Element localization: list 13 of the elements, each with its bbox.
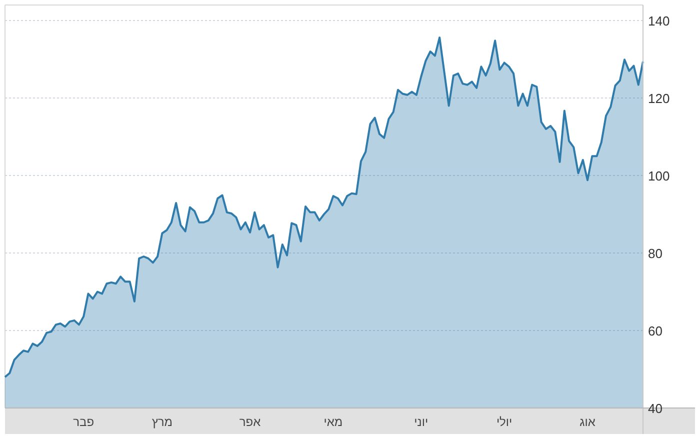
x-tick-label: אפר <box>239 415 262 429</box>
x-tick-label: מאי <box>324 415 343 429</box>
x-tick-label: מרץ <box>152 415 173 429</box>
y-tick-label: 120 <box>648 91 670 106</box>
y-tick-label: 40 <box>648 401 662 416</box>
y-tick-label: 80 <box>648 246 662 261</box>
y-tick-label: 100 <box>648 168 670 184</box>
y-tick-label: 140 <box>648 14 670 28</box>
x-tick-label: יוני <box>414 415 428 429</box>
x-tick-label: יולי <box>496 415 512 429</box>
y-tick-label: 60 <box>648 324 662 338</box>
x-tick-label: אוג <box>580 415 596 429</box>
x-tick-label: פבר <box>73 415 94 429</box>
